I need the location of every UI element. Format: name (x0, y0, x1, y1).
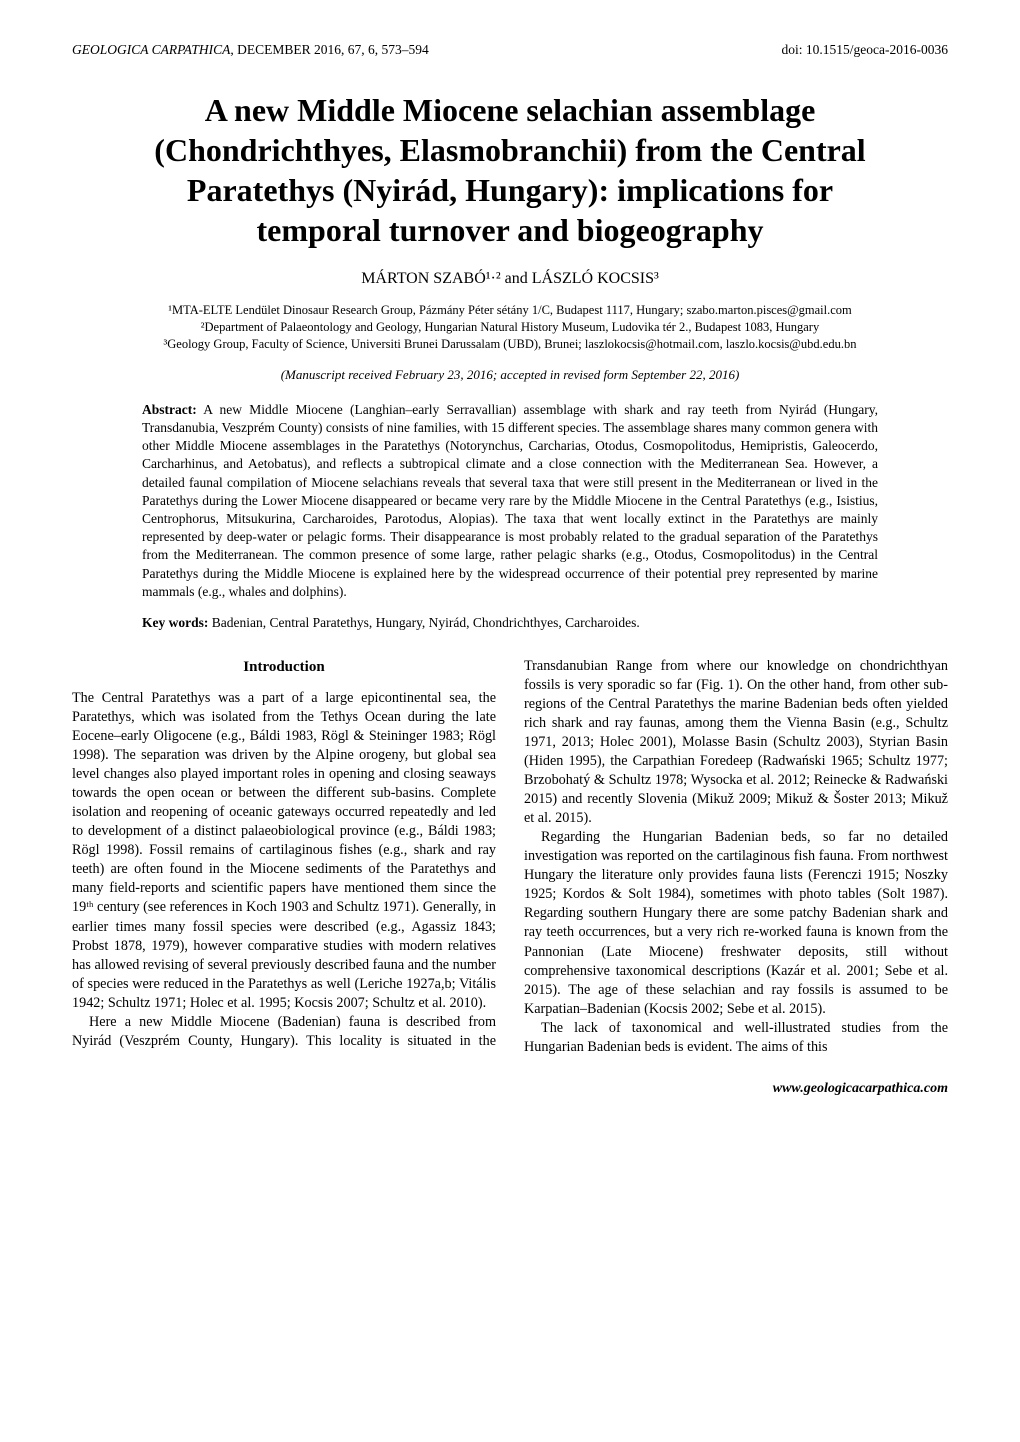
doi: doi: 10.1515/geoca-2016-0036 (782, 42, 948, 58)
page: GEOLOGICA CARPATHICA, DECEMBER 2016, 67,… (0, 0, 1020, 1442)
intro-paragraph-1: The Central Paratethys was a part of a l… (72, 689, 496, 1013)
keywords: Key words: Badenian, Central Paratethys,… (142, 615, 878, 631)
running-head: GEOLOGICA CARPATHICA, DECEMBER 2016, 67,… (72, 42, 948, 58)
abstract-label: Abstract: (142, 402, 197, 417)
affiliation-2: ²Department of Palaeontology and Geology… (86, 319, 934, 336)
journal-and-issue: GEOLOGICA CARPATHICA, DECEMBER 2016, 67,… (72, 42, 429, 58)
affiliation-1: ¹MTA-ELTE Lendület Dinosaur Research Gro… (86, 302, 934, 319)
body-columns: Introduction The Central Paratethys was … (72, 657, 948, 1057)
keywords-label: Key words: (142, 615, 208, 630)
affiliation-3: ³Geology Group, Faculty of Science, Univ… (86, 336, 934, 353)
intro-paragraph-3: Regarding the Hungarian Badenian beds, s… (524, 828, 948, 1018)
article-title: A new Middle Miocene selachian assemblag… (124, 90, 896, 250)
abstract-text: A new Middle Miocene (Langhian–early Ser… (142, 402, 878, 599)
authors: MÁRTON SZABÓ¹·² and LÁSZLÓ KOCSIS³ (72, 270, 948, 288)
footer-journal-url: www.geologicacarpathica.com (72, 1081, 948, 1097)
keywords-text: Badenian, Central Paratethys, Hungary, N… (208, 615, 639, 630)
manuscript-history: (Manuscript received February 23, 2016; … (72, 367, 948, 383)
abstract: Abstract: A new Middle Miocene (Langhian… (142, 401, 878, 601)
journal-name: GEOLOGICA CARPATHICA (72, 42, 230, 57)
section-heading-introduction: Introduction (72, 657, 496, 677)
issue-info: , DECEMBER 2016, 67, 6, 573–594 (230, 42, 428, 57)
intro-paragraph-4: The lack of taxonomical and well-illustr… (524, 1019, 948, 1057)
affiliations: ¹MTA-ELTE Lendület Dinosaur Research Gro… (86, 302, 934, 353)
